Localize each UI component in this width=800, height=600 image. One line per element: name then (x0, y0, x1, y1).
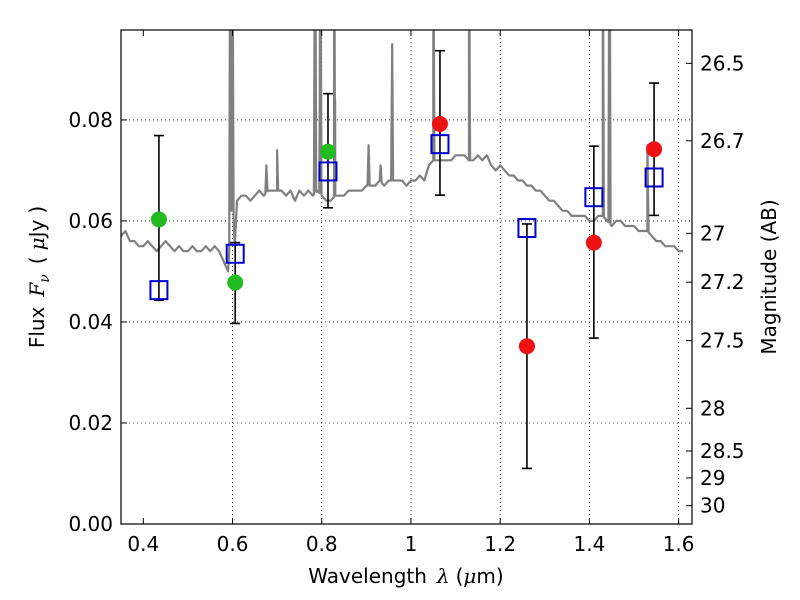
x-axis-label: Wavelength λ (μm) (308, 564, 503, 588)
mag-tick-label: 28 (700, 396, 725, 420)
y-tick-label: 0.06 (68, 209, 113, 233)
observed-point-red (646, 141, 663, 158)
y-axis-label-symbol: F (25, 282, 49, 298)
mag-tick-label: 29 (700, 466, 725, 490)
x-axis-label-unit-mu: μ (463, 564, 476, 588)
observed-point-green (227, 274, 244, 291)
observed-point-green (150, 211, 167, 228)
mag-tick-label: 30 (700, 494, 725, 518)
model-point (584, 187, 604, 208)
y-tick-label: 0.04 (68, 310, 113, 334)
y-axis-label-unit-close: ) (25, 206, 49, 214)
model-point (644, 167, 664, 188)
model-point (430, 134, 450, 155)
observed-point-red (518, 338, 535, 355)
x-tick-label: 0.4 (127, 532, 159, 556)
observed-point-red (431, 115, 448, 132)
axis-ticks: 0.4 0.6 0.8 1 1.2 1.4 1.6 0.00 0.02 0.04 0.06 0.08 2… (68, 30, 745, 556)
y-tick-label: 0.02 (68, 411, 113, 435)
y-axis-label-unit-rest: Jy (25, 219, 49, 239)
observed-point-green (319, 143, 336, 160)
mag-tick-label: 26.7 (700, 129, 745, 153)
x-tick-label: 1.4 (573, 532, 605, 556)
y-tick-label: 0.00 (68, 512, 113, 536)
mag-tick-label: 27 (700, 221, 725, 245)
x-axis-label-unit-open: ( (456, 564, 464, 588)
model-point (517, 218, 537, 239)
mag-tick-label: 27.5 (700, 329, 745, 353)
y-axis-label-unit-open: ( (25, 256, 49, 264)
mag-tick-label: 26.5 (700, 51, 745, 75)
x-axis-label-prefix: Wavelength (308, 564, 427, 588)
model-points-layer (149, 134, 664, 301)
x-axis-label-unit-rest: m) (476, 564, 503, 588)
model-point (318, 161, 338, 182)
x-tick-label: 0.8 (306, 532, 338, 556)
plot-frame (120, 29, 693, 525)
model-point (149, 280, 169, 301)
observed-points-layer (150, 115, 663, 355)
mag-tick-label: 28.5 (700, 439, 745, 463)
y-axis-label-prefix: Flux (25, 306, 49, 348)
y-tick-label: 0.08 (68, 108, 113, 132)
x-tick-label: 1.2 (484, 532, 516, 556)
observed-point-red (585, 234, 602, 251)
x-tick-label: 0.6 (217, 532, 249, 556)
x-tick-label: 1 (405, 532, 418, 556)
model-point (225, 243, 245, 264)
y2-axis-label: Magnitude (AB) (757, 199, 781, 354)
y-axis-label: Flux Fν ( μJy) (25, 206, 53, 348)
mag-tick-label: 27.2 (700, 270, 745, 294)
y-axis-label-subscript: ν (37, 274, 53, 283)
y-axis-label-unit-mu: μ (25, 237, 49, 250)
x-tick-label: 1.6 (663, 532, 695, 556)
x-axis-label-symbol: λ (436, 564, 450, 588)
